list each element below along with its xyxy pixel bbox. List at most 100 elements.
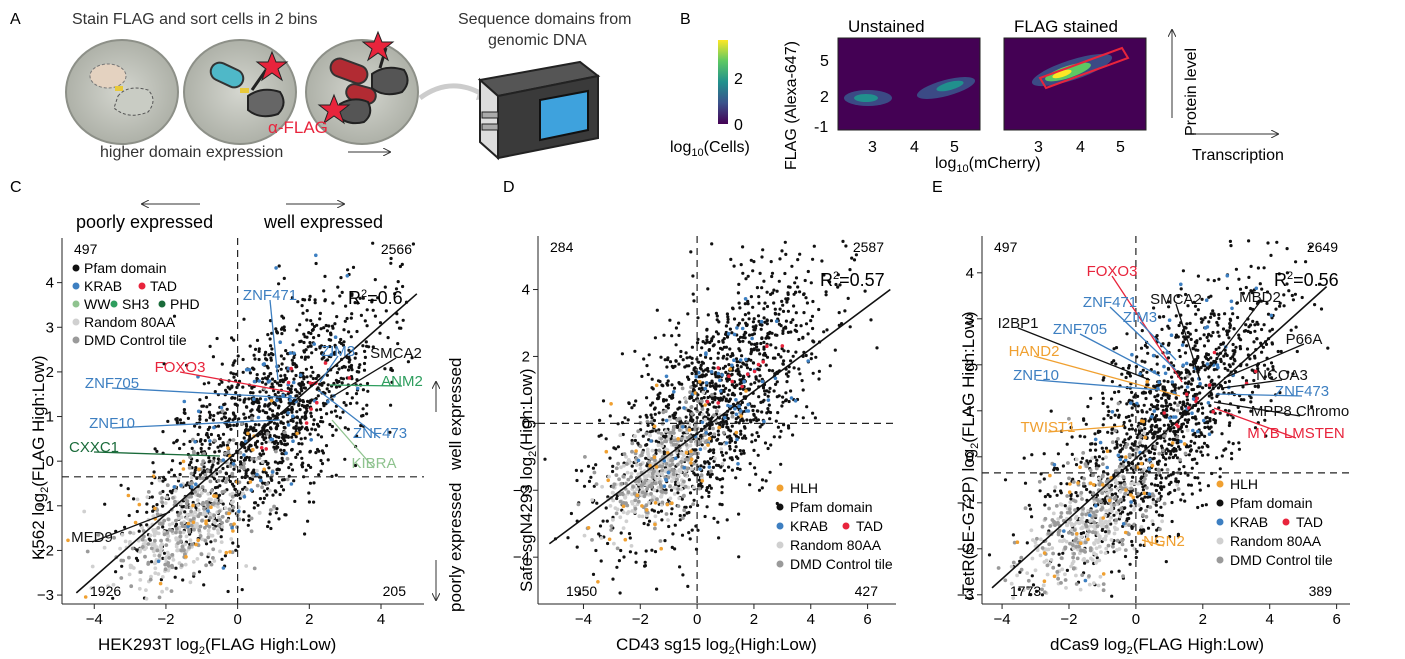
scatter-point [1124,375,1128,380]
scatter-point [1253,384,1257,388]
scatter-point [309,407,313,411]
scatter-point [395,320,399,324]
scatter-point [325,412,329,416]
scatter-point [682,479,686,484]
scatter-point [326,383,330,387]
scatter-point [347,357,351,361]
scatter-point [241,385,245,389]
scatter-point [161,525,165,529]
scatter-point [315,400,319,405]
scatter-point [595,501,599,505]
scatter-point [1112,347,1116,351]
scatter-point [1011,533,1016,537]
scatter-point [293,362,297,366]
scatter-point [294,373,298,378]
scatter-point [181,467,186,471]
scatter-point [220,417,224,421]
scatter-point [1101,391,1105,395]
scatter-point [297,442,301,446]
scatter-point [187,466,192,470]
scatter-point [1027,503,1031,507]
scatter-point [789,359,793,363]
scatter-point [1193,441,1197,445]
scatter-point [708,484,712,488]
scatter-point [690,412,694,416]
scatter-point [179,548,184,553]
scatter-point [237,509,241,513]
scatter-point [332,381,336,386]
scatter-point [780,299,784,303]
scatter-point [191,516,196,521]
scatter-point [786,349,790,353]
scatter-point [626,477,631,482]
scatter-point [266,404,270,408]
scatter-point [681,358,685,362]
scatter-point [277,404,281,408]
scatter-point [679,436,684,441]
scatter-point [752,418,756,422]
scatter-point [709,356,713,361]
scatter-point [359,424,363,428]
scatter-point [1227,409,1231,413]
legend-c-sh3: SH3 [122,296,149,312]
scatter-point [272,421,277,425]
scatter-point [1174,449,1178,453]
x-tick-label: 4 [1266,611,1274,628]
zim3-label: ZIM3 [321,343,355,360]
scatter-point [650,377,654,381]
scatter-point [179,515,184,520]
scatter-point [156,559,161,564]
scatter-point [1025,541,1029,545]
scatter-point [396,280,400,284]
scatter-point [836,273,840,277]
scatter-point [670,467,675,472]
scatter-point [664,429,668,433]
scatter-point [189,494,194,499]
scatter-point [320,351,324,356]
scatter-point [291,380,296,385]
scatter-point [689,250,693,254]
scatter-point [389,403,393,407]
scatter-point [745,366,750,370]
scatter-point [261,377,265,381]
scatter-point [707,348,712,352]
scatter-point [268,319,273,323]
scatter-point [794,276,799,280]
scatter-point [1160,444,1164,448]
scatter-point [657,428,661,432]
scatter-point [252,566,257,571]
scatter-point [286,352,290,356]
scatter-point [153,506,157,511]
scatter-point [720,461,725,466]
scatter-point [1059,482,1063,486]
scatter-point [140,537,145,542]
scatter-point [252,379,257,384]
scatter-point [687,364,691,368]
scatter-point [291,343,295,347]
scatter-point [726,331,731,336]
legend-c-krab: KRAB [84,278,122,294]
scatter-point [268,508,273,512]
scatter-point [686,312,690,316]
scatter-point [190,446,194,450]
scatter-point [1141,485,1145,489]
scatter-point [719,447,724,451]
scatter-point [730,414,735,419]
scatter-point [757,319,761,323]
scatter-point [252,367,256,371]
scatter-point [294,455,298,459]
scatter-point [182,429,187,433]
density-plot-stained [1003,37,1147,131]
scatter-point [1256,266,1260,270]
scatter-point [718,378,722,383]
scatter-point [748,333,752,337]
anm2-label: ANM2 [381,373,423,390]
scatter-point [643,478,648,483]
scatter-point [767,368,772,372]
scatter-point [789,389,793,393]
scatter-point [203,488,208,493]
scatter-point [224,388,228,392]
scatter-point [1128,419,1132,423]
scatter-point [788,285,792,289]
